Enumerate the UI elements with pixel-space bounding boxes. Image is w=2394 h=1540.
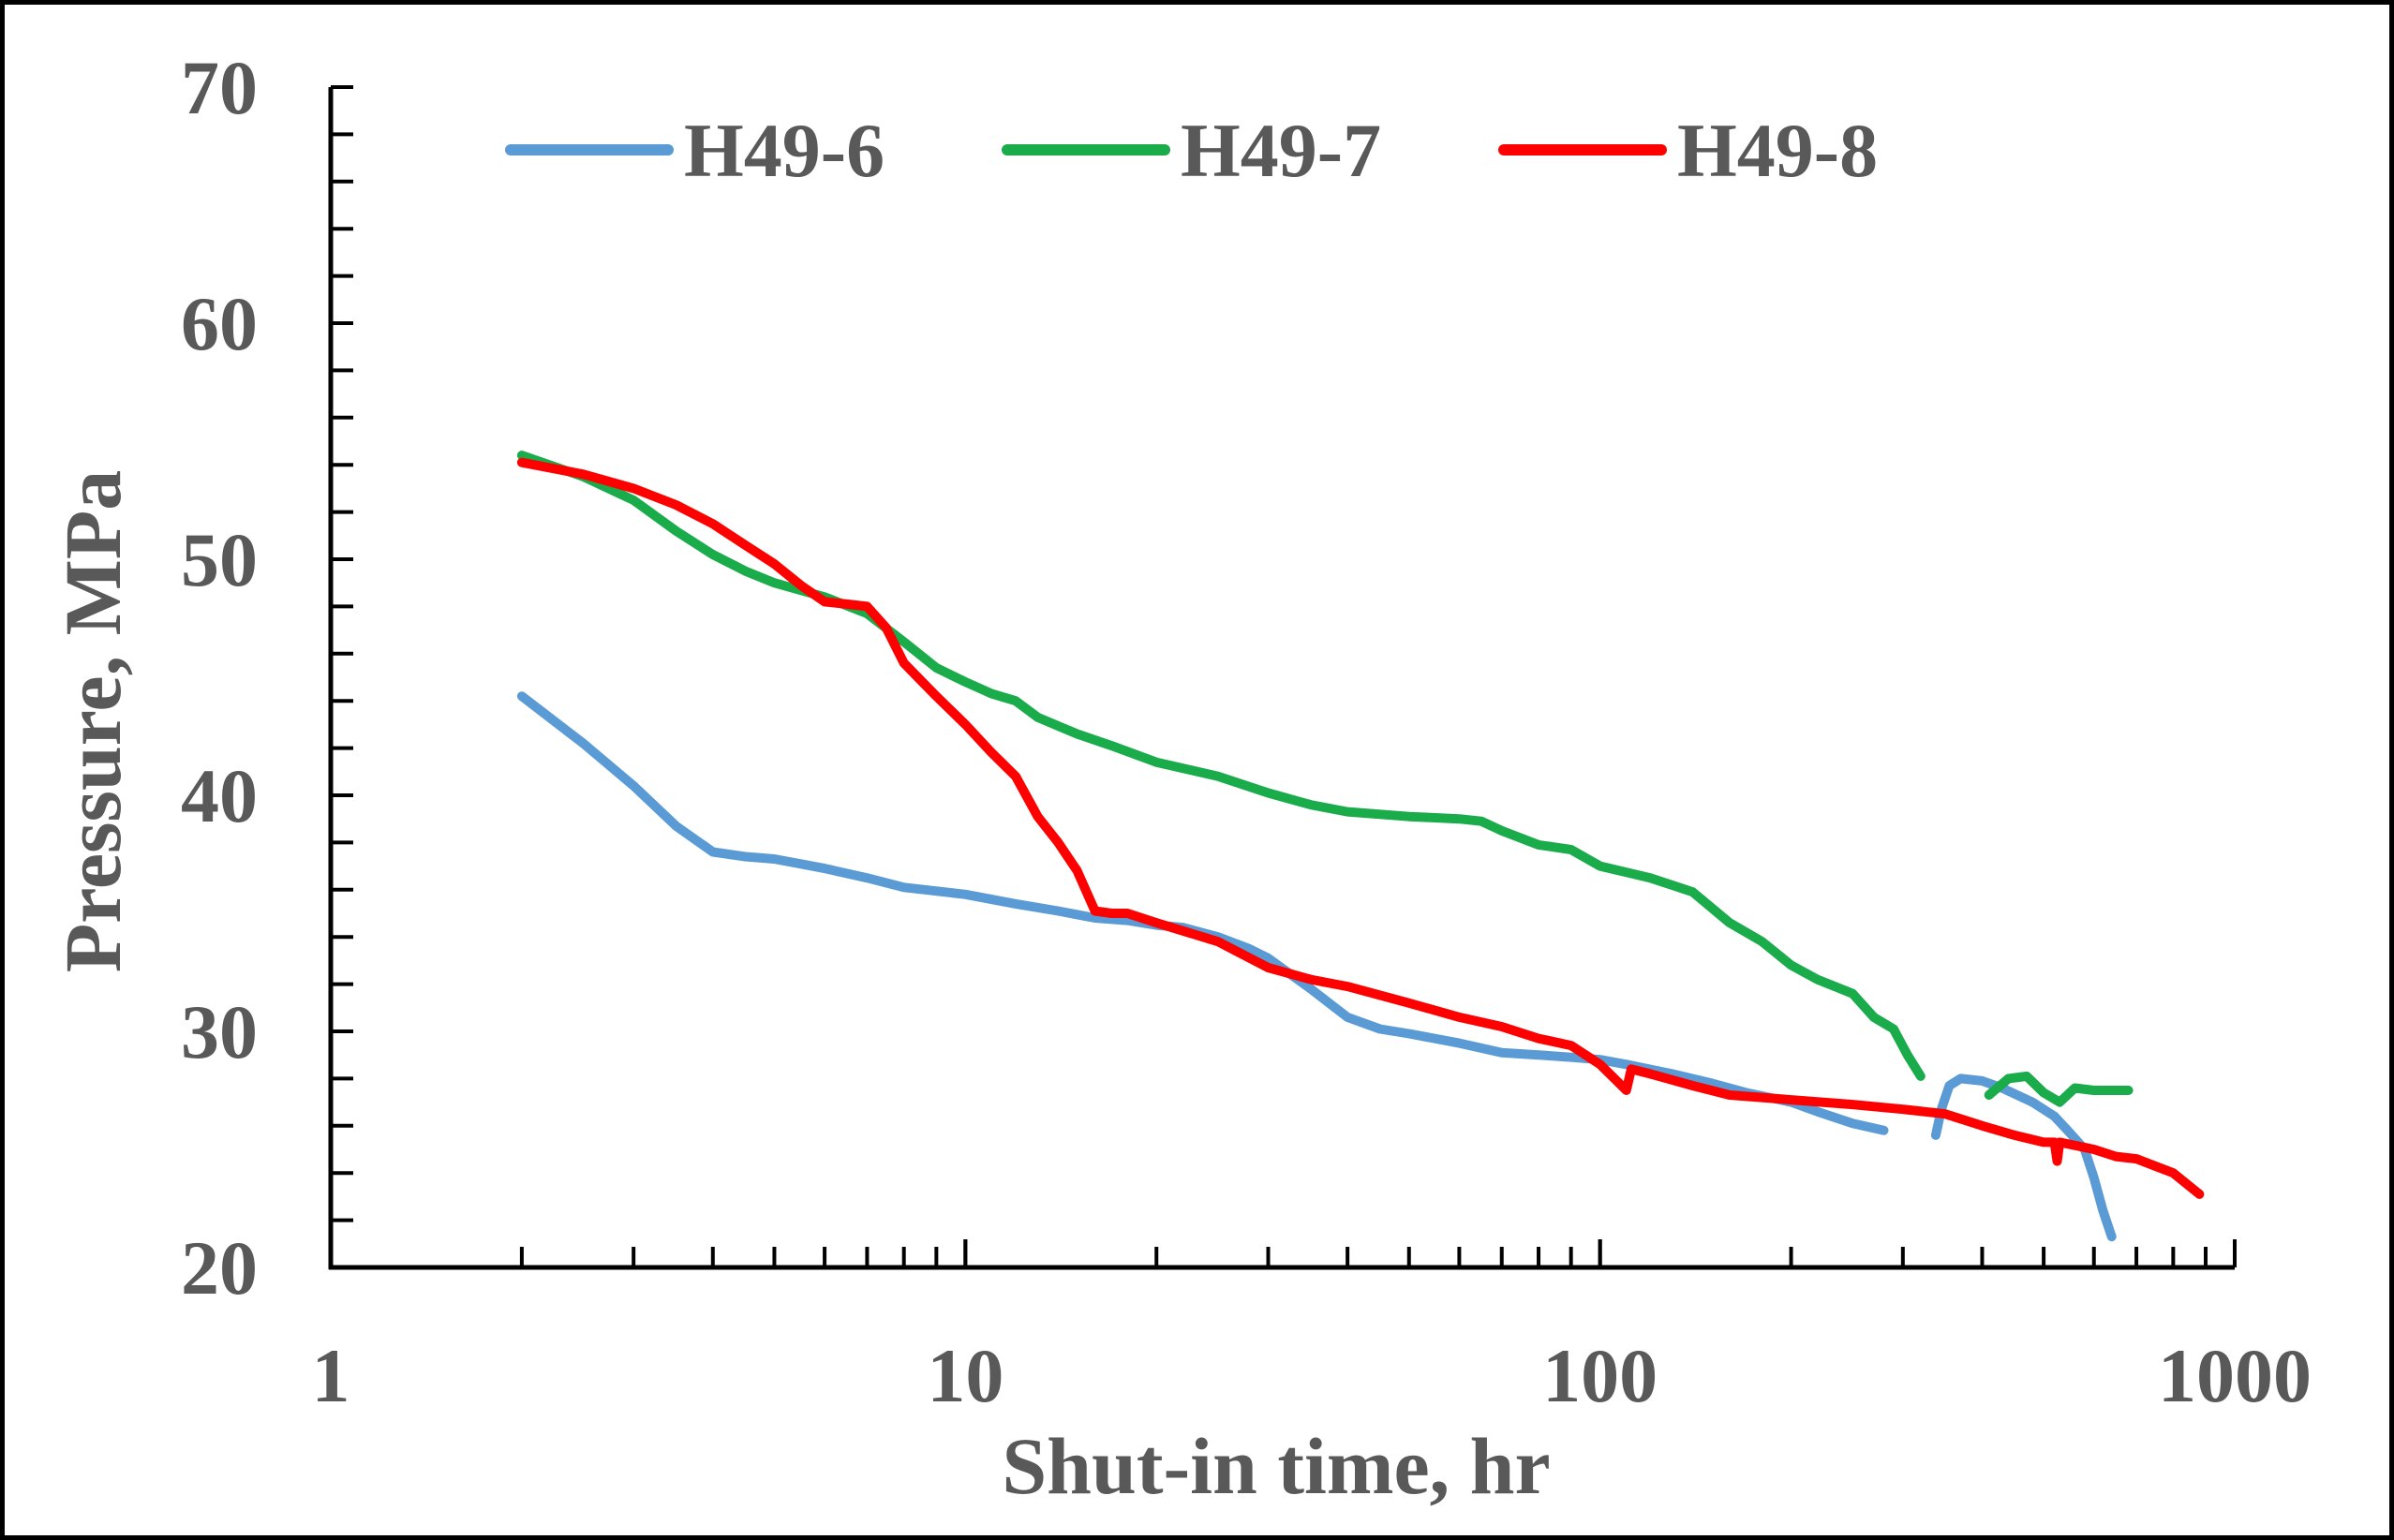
- y-tick-label: 40: [181, 753, 258, 838]
- y-tick-label: 50: [181, 517, 258, 602]
- legend: H49-6 H49-7 H49-8: [505, 108, 1878, 193]
- legend-label-h49-7: H49-7: [1181, 108, 1381, 193]
- y-tick-label: 20: [181, 1225, 258, 1310]
- series-layer: [516, 451, 2205, 1242]
- series-line-h49-8: [516, 457, 2205, 1199]
- x-axis-title: Shut-in time, hr: [1002, 1421, 1550, 1511]
- y-tick-label: 70: [181, 45, 258, 130]
- y-axis-title: Pressure, MPa: [48, 470, 138, 973]
- axes: 20 30 40 50 60 70 1 10 100 1000: [181, 45, 2312, 1418]
- x-tick-label: 1: [312, 1333, 350, 1418]
- series-line-h49-6: [516, 691, 1889, 1135]
- series-line-h49-6: [1930, 1074, 2117, 1242]
- x-tick-label: 100: [1542, 1333, 1658, 1418]
- y-tick-label: 60: [181, 281, 258, 366]
- series-h49-6: [516, 691, 2117, 1242]
- legend-label-h49-8: H49-8: [1677, 108, 1878, 193]
- y-tick-label: 30: [181, 989, 258, 1074]
- x-tick-label: 10: [927, 1333, 1004, 1418]
- x-tick-label: 1000: [2158, 1333, 2312, 1418]
- series-line-h49-7: [1984, 1071, 2134, 1107]
- series-h49-8: [516, 457, 2205, 1199]
- legend-label-h49-6: H49-6: [684, 108, 885, 193]
